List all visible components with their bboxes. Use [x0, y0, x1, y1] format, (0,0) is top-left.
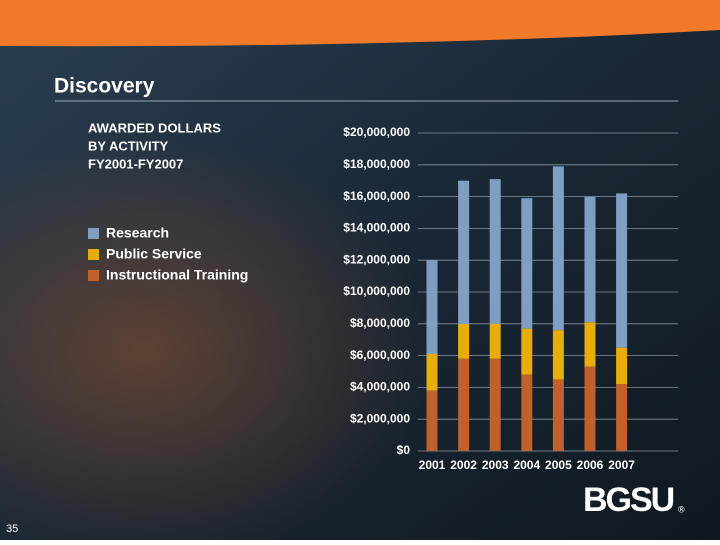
- bar-segment: [426, 354, 438, 391]
- x-tick-label: 2004: [513, 458, 540, 472]
- legend-swatch: [88, 270, 99, 281]
- x-tick-label: 2003: [482, 458, 509, 472]
- bar-segment: [584, 366, 596, 451]
- x-tick-label: 2002: [450, 458, 477, 472]
- bar-segment: [458, 358, 470, 451]
- x-tick-label: 2007: [608, 458, 635, 472]
- y-tick-label: $10,000,000: [343, 284, 410, 298]
- y-tick-label: $16,000,000: [343, 189, 410, 203]
- bar-segment: [616, 384, 628, 451]
- legend-swatch: [88, 249, 99, 260]
- y-tick-label: $14,000,000: [343, 221, 410, 235]
- bar-segment: [521, 374, 533, 451]
- x-tick-label: 2005: [545, 458, 572, 472]
- bar-segment: [521, 198, 533, 329]
- bar-segment: [584, 322, 596, 367]
- bar-segment: [489, 323, 501, 359]
- bar-segment: [616, 193, 628, 348]
- bar-segment: [552, 166, 564, 331]
- top-banner: [0, 0, 720, 47]
- y-tick-label: $6,000,000: [350, 348, 410, 362]
- legend-swatch: [88, 228, 99, 239]
- bar-segment: [521, 328, 533, 375]
- y-tick-label: $18,000,000: [343, 157, 410, 171]
- chart-title: BY ACTIVITY: [88, 138, 169, 153]
- slide-heading: Discovery: [54, 75, 155, 98]
- logo: BGSU: [583, 481, 674, 519]
- bar-segment: [489, 358, 501, 451]
- bar-segment: [584, 196, 596, 323]
- y-tick-label: $0: [397, 443, 411, 457]
- y-tick-label: $12,000,000: [343, 252, 410, 266]
- y-tick-label: $20,000,000: [343, 125, 410, 139]
- bar-segment: [426, 260, 438, 355]
- bar-segment: [458, 180, 470, 324]
- logo-mark: ®: [678, 504, 685, 514]
- legend-label: Research: [106, 225, 169, 241]
- y-tick-label: $2,000,000: [350, 411, 410, 425]
- y-tick-label: $8,000,000: [350, 316, 410, 330]
- bar-segment: [552, 379, 564, 451]
- bar-segment: [616, 347, 628, 385]
- chart: $0 $2,000,000 $4,000,000 $6,000,000 $8,000,0…: [88, 125, 678, 472]
- bar-segment: [552, 330, 564, 380]
- chart-title: FY2001-FY2007: [88, 156, 183, 171]
- legend-label: Instructional Training: [106, 267, 248, 283]
- slide-number: 35: [6, 523, 18, 535]
- x-tick-label: 2006: [577, 458, 604, 472]
- bar-segment: [426, 390, 438, 451]
- legend-label: Public Service: [106, 246, 202, 262]
- y-tick-label: $4,000,000: [350, 380, 410, 394]
- bar-segment: [458, 323, 470, 359]
- bar-segment: [489, 179, 501, 324]
- x-tick-label: 2001: [419, 458, 446, 472]
- chart-title: AWARDED DOLLARS: [88, 120, 221, 135]
